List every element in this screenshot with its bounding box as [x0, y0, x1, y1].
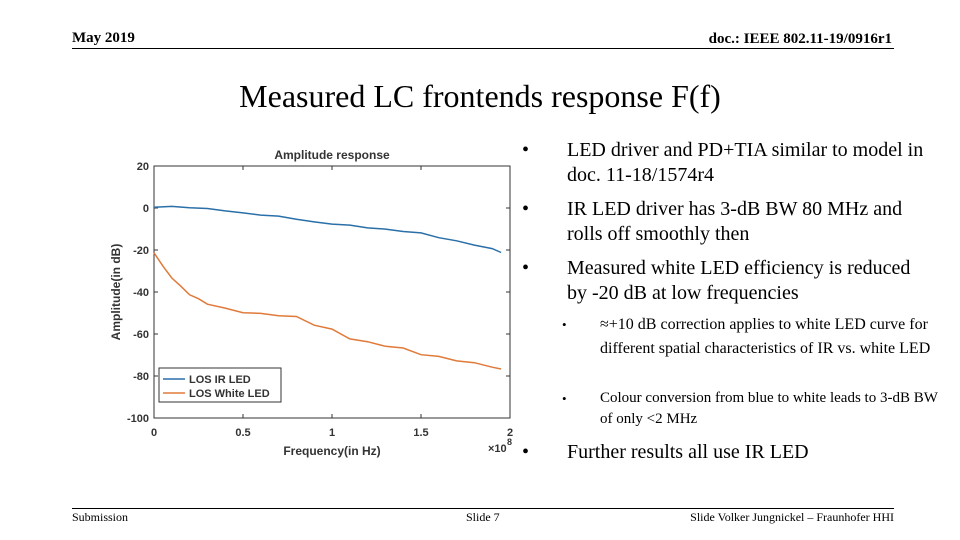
bullet-dot: • — [562, 317, 567, 332]
header-rule — [72, 48, 894, 49]
legend-label: LOS IR LED — [189, 374, 251, 386]
bullet-text: IR LED driver has 3-dB BW 80 MHz and rol… — [567, 198, 903, 245]
bullet-dot: • — [522, 257, 530, 279]
y-tick-label: -40 — [133, 287, 149, 299]
series-line-ir-led — [153, 205, 502, 254]
bullet-dot: • — [522, 198, 530, 220]
bullet-text: LED driver and PD+TIA similar to model i… — [567, 139, 924, 186]
y-tick-label: -20 — [133, 245, 149, 257]
footer-slide-number: Slide 7 — [466, 510, 500, 524]
x-exponent-power: 8 — [507, 437, 512, 447]
legend-box — [158, 367, 282, 403]
footer-submission: Submission — [72, 510, 129, 524]
sub-bullet-text: Colour conversion from blue to white lea… — [600, 390, 938, 427]
sub-bullet-text: ≈+10 dB correction applies to white LED … — [600, 316, 931, 357]
y-axis-label: Amplitude(in dB) — [109, 244, 123, 341]
x-tick-label: 1.5 — [413, 427, 428, 439]
legend-label: LOS White LED — [189, 388, 270, 400]
x-tick-label: 0 — [151, 427, 157, 439]
header-doc-id: doc.: IEEE 802.11-19/0916r1 — [708, 31, 892, 47]
y-tick-label: 0 — [143, 203, 149, 215]
x-tick-label: 2 — [507, 427, 513, 439]
y-tick-label: -60 — [133, 329, 149, 341]
x-exponent-label: ×10 — [488, 443, 507, 455]
series-line-white-led — [153, 252, 502, 370]
chart-title: Amplitude response — [274, 148, 390, 162]
x-tick-label: 0.5 — [235, 427, 250, 439]
slide-title: Measured LC frontends response F(f) — [239, 78, 721, 114]
y-tick-label: 20 — [137, 161, 149, 173]
bullet-dot: • — [562, 391, 567, 406]
bullet-dot: • — [522, 139, 530, 161]
bullet-text: Measured white LED efficiency is reduced… — [567, 257, 911, 304]
x-axis-label: Frequency(in Hz) — [283, 444, 380, 458]
bullet-text: Further results all use IR LED — [567, 441, 809, 463]
y-tick-label: -100 — [127, 413, 149, 425]
footer-author: Slide Volker Jungnickel – Fraunhofer HHI — [690, 510, 894, 524]
header-date: May 2019 — [72, 30, 135, 46]
x-tick-label: 1 — [329, 427, 335, 439]
bullet-dot: • — [522, 441, 530, 463]
y-tick-label: -80 — [133, 371, 149, 383]
footer-rule — [72, 508, 894, 509]
